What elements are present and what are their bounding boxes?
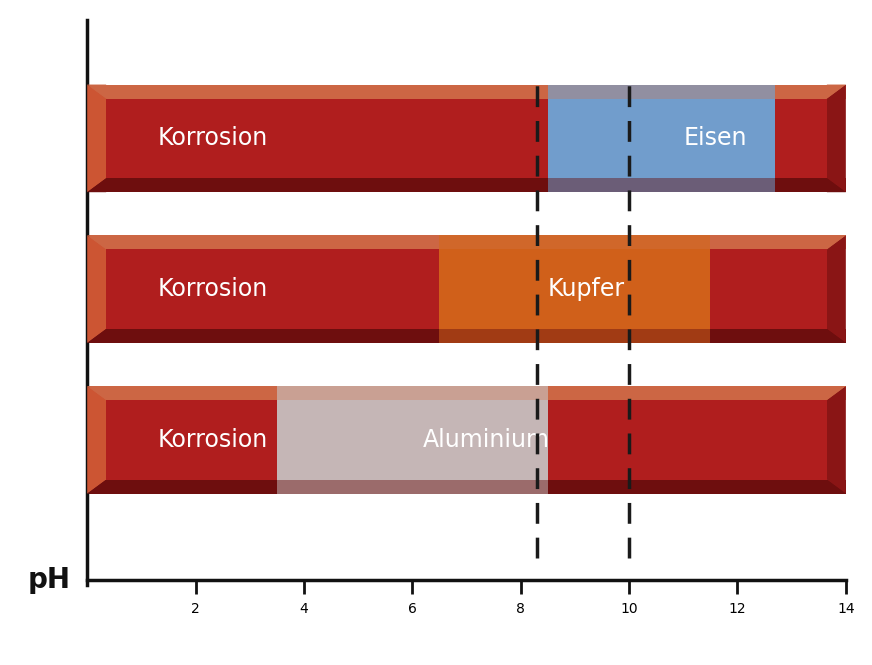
Polygon shape — [87, 84, 106, 98]
Text: pH: pH — [28, 566, 71, 594]
Bar — [87, 84, 846, 98]
Polygon shape — [87, 329, 106, 343]
Bar — [87, 178, 846, 192]
Bar — [276, 479, 548, 493]
Polygon shape — [827, 386, 846, 400]
Bar — [439, 235, 711, 249]
Polygon shape — [87, 479, 106, 493]
Polygon shape — [87, 235, 106, 249]
Text: Eisen: Eisen — [684, 126, 746, 150]
Text: Aluminium: Aluminium — [423, 428, 550, 452]
Bar — [87, 329, 846, 343]
Bar — [87, 386, 846, 400]
Bar — [106, 249, 827, 329]
Bar — [276, 400, 548, 479]
Text: Korrosion: Korrosion — [158, 277, 268, 301]
Bar — [548, 178, 775, 192]
Polygon shape — [87, 84, 106, 192]
Polygon shape — [827, 479, 846, 493]
Polygon shape — [87, 386, 106, 400]
Polygon shape — [87, 235, 106, 343]
Text: Kupfer: Kupfer — [548, 277, 625, 301]
Bar — [548, 98, 775, 178]
Bar — [548, 84, 775, 98]
Bar — [106, 98, 827, 178]
Polygon shape — [827, 84, 846, 192]
Bar — [106, 400, 827, 479]
Polygon shape — [827, 386, 846, 493]
Bar — [87, 235, 846, 249]
Bar — [439, 249, 711, 329]
Bar — [439, 329, 711, 343]
Text: Korrosion: Korrosion — [158, 428, 268, 452]
Bar — [87, 479, 846, 493]
Polygon shape — [827, 235, 846, 343]
Polygon shape — [827, 329, 846, 343]
Polygon shape — [87, 386, 106, 493]
Bar — [276, 386, 548, 400]
Polygon shape — [827, 235, 846, 249]
Polygon shape — [827, 178, 846, 192]
Polygon shape — [87, 178, 106, 192]
Text: Korrosion: Korrosion — [158, 126, 268, 150]
Polygon shape — [827, 84, 846, 98]
